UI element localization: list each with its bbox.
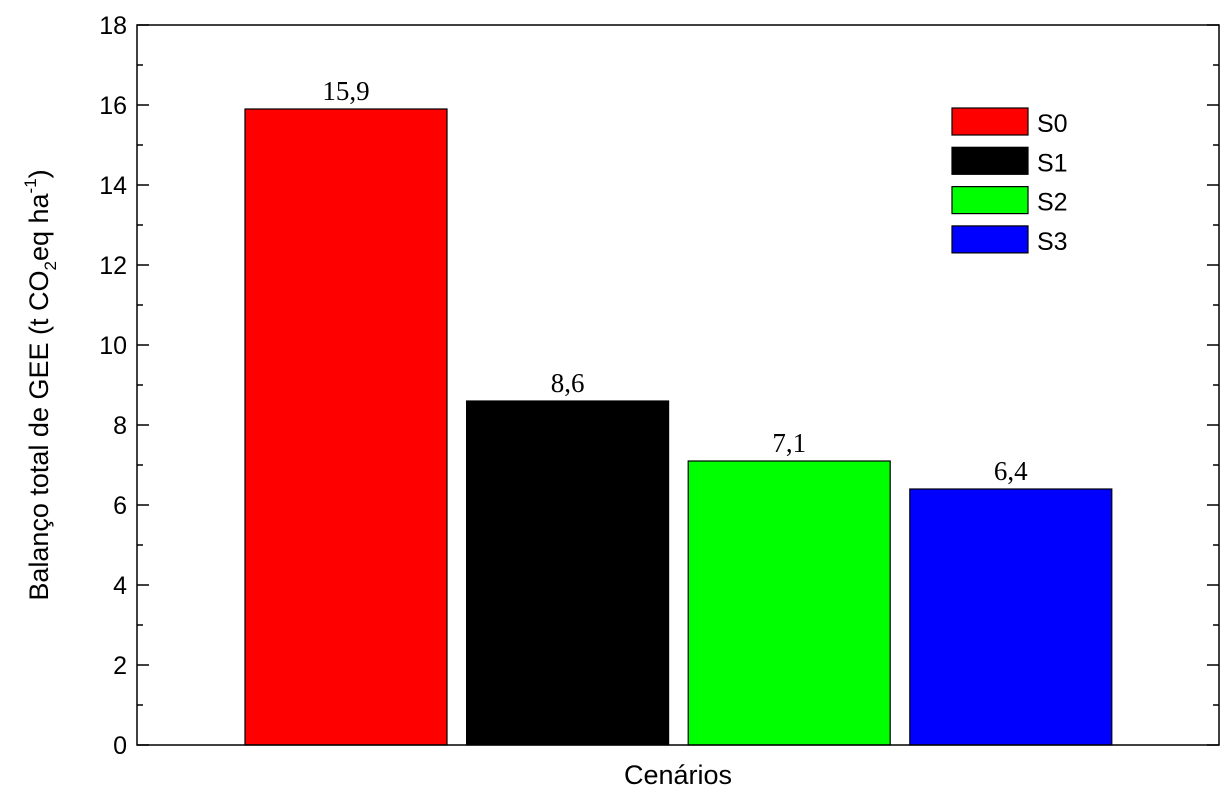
y-axis-title-prefix: Balanço total de GEE (t CO <box>24 271 54 601</box>
y-axis-title-middle: eq ha <box>24 192 54 261</box>
legend: S0 S1 S2 S3 <box>951 107 1068 256</box>
y-tick-label-6: 6 <box>113 492 127 520</box>
y-tick-label-2: 2 <box>113 652 127 680</box>
y-axis-title: Balanço total de GEE (t CO2eq ha-1) <box>21 169 60 600</box>
data-label-s0: 15,9 <box>322 76 369 106</box>
legend-label-s2: S2 <box>1037 189 1068 217</box>
bar-s1 <box>466 400 670 746</box>
bar-s0 <box>244 108 448 746</box>
bar-s3 <box>909 488 1113 746</box>
y-tick-label-18: 18 <box>99 12 127 40</box>
y-axis-title-superscript: -1 <box>21 178 40 193</box>
y-tick-label-12: 12 <box>99 252 127 280</box>
tick-labels-group: 0 2 4 6 8 10 12 14 16 18 <box>99 12 127 760</box>
legend-label-s1: S1 <box>1037 149 1068 177</box>
bar-s2 <box>687 460 891 746</box>
data-label-s1: 8,6 <box>551 368 585 398</box>
y-tick-label-16: 16 <box>99 92 127 120</box>
legend-swatch-s1 <box>951 146 1029 175</box>
y-tick-label-8: 8 <box>113 412 127 440</box>
y-tick-label-0: 0 <box>113 732 127 760</box>
legend-swatch-s3 <box>951 225 1029 254</box>
legend-swatch-s2 <box>951 186 1029 215</box>
legend-label-s3: S3 <box>1037 228 1068 256</box>
ticks-group <box>137 24 1219 746</box>
data-label-s3: 6,4 <box>994 456 1028 486</box>
bars-group <box>244 108 1113 746</box>
y-axis-title-suffix: ) <box>24 169 54 178</box>
data-label-s2: 7,1 <box>772 428 806 458</box>
x-axis-title: Cenários <box>624 760 732 789</box>
legend-swatch-s0 <box>951 107 1029 136</box>
y-tick-label-10: 10 <box>99 332 127 360</box>
y-tick-label-14: 14 <box>99 172 127 200</box>
legend-label-s0: S0 <box>1037 110 1068 138</box>
data-labels-group: 15,9 8,6 7,1 6,4 <box>322 76 1028 486</box>
y-axis-title-subscript: 2 <box>41 261 60 270</box>
y-tick-label-4: 4 <box>113 572 127 600</box>
